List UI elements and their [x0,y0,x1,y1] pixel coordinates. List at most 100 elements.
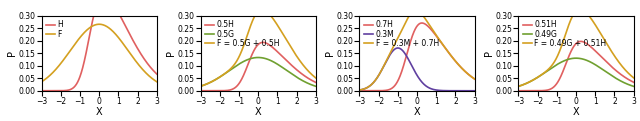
0.7H [471,78,479,80]
0.5G [196,86,204,87]
F = 0.49G + 0.51H [570,13,578,15]
0.49G [570,57,578,59]
0.7H [424,26,432,27]
0.49G [572,57,580,59]
0.49G [577,58,585,59]
F = 0.3M + 0.7H [468,77,476,78]
F = 0.5G + 0.5H [309,75,317,76]
0.5G [259,57,267,59]
X-axis label: X: X [96,107,102,117]
F [92,24,100,25]
0.49G [584,60,591,61]
0.3M [451,90,458,91]
0.51H [577,41,584,42]
0.7H [451,59,458,60]
Legend: 0.7H, 0.3M, F = 0.3M + 0.7H: 0.7H, 0.3M, F = 0.3M + 0.7H [364,20,440,49]
0.51H [570,47,577,48]
0.5H [259,42,267,43]
0.3M [418,82,426,83]
0.5H [252,48,259,49]
F [132,61,140,62]
H [92,5,100,7]
0.7H [418,22,426,24]
0.3M [356,89,364,91]
F = 0.49G + 0.51H [627,75,635,76]
F = 0.3M + 0.7H [424,23,432,24]
0.51H [570,46,578,47]
Line: F = 0.3M + 0.7H: F = 0.3M + 0.7H [360,10,475,90]
F [106,28,114,30]
Y-axis label: P: P [325,50,335,56]
0.5G [291,76,299,77]
X-axis label: X: X [573,107,579,117]
F = 0.5G + 0.5H [252,13,260,15]
F = 0.49G + 0.51H [584,13,591,15]
F = 0.5G + 0.5H [196,86,204,87]
F = 0.3M + 0.7H [412,10,420,11]
F = 0.49G + 0.51H [630,77,637,79]
0.3M [394,47,402,49]
0.5H [266,44,273,46]
0.51H [577,41,585,42]
0.3M [411,70,419,71]
0.7H [356,90,364,91]
F = 0.3M + 0.7H [410,10,418,11]
F = 0.5G + 0.5H [258,9,266,10]
0.3M [468,90,476,91]
0.51H [584,43,591,45]
0.5H [259,42,267,43]
F = 0.49G + 0.51H [570,14,577,16]
F = 0.49G + 0.51H [577,9,585,10]
0.5H [309,80,317,82]
F [153,81,161,83]
Y-axis label: P: P [484,50,494,56]
0.5H [252,46,260,48]
F = 0.3M + 0.7H [356,89,364,91]
0.7H [410,30,418,32]
0.7H [468,77,476,78]
Line: F = 0.5G + 0.5H: F = 0.5G + 0.5H [200,9,316,86]
0.5G [309,85,317,86]
X-axis label: X: X [255,107,262,117]
0.7H [411,29,419,30]
Legend: 0.5H, 0.5G, F = 0.5G + 0.5H: 0.5H, 0.5G, F = 0.5G + 0.5H [204,20,280,49]
F = 0.5G + 0.5H [291,53,299,55]
F = 0.3M + 0.7H [451,59,458,60]
0.5H [312,82,319,83]
H [38,90,45,91]
F = 0.3M + 0.7H [418,14,426,15]
0.3M [471,90,479,91]
0.5G [312,86,319,87]
0.51H [630,81,637,83]
H [93,3,101,4]
Line: 0.3M: 0.3M [360,48,475,91]
Line: 0.5H: 0.5H [200,42,316,91]
Y-axis label: P: P [7,50,17,56]
H [132,45,140,47]
0.5G [252,57,260,58]
F = 0.49G + 0.51H [515,86,522,87]
F = 0.3M + 0.7H [411,10,419,11]
Line: 0.5G: 0.5G [200,57,316,86]
F = 0.49G + 0.51H [609,53,617,54]
Line: H: H [42,0,157,91]
F [100,24,108,26]
Legend: 0.51H, 0.49G, F = 0.49G + 0.51H: 0.51H, 0.49G, F = 0.49G + 0.51H [522,20,607,49]
0.5G [254,57,262,58]
0.3M [412,71,419,73]
F = 0.49G + 0.51H [576,8,584,10]
F = 0.5G + 0.5H [312,77,319,79]
0.49G [627,85,635,86]
Line: F: F [42,24,157,82]
H [153,73,161,75]
Legend: H, F: H, F [45,20,64,39]
Y-axis label: P: P [166,50,176,56]
0.3M [424,87,432,88]
F = 0.5G + 0.5H [266,13,273,15]
Line: 0.49G: 0.49G [518,58,634,86]
0.5G [252,57,259,58]
F [95,23,103,25]
0.49G [515,86,522,87]
F [93,24,101,25]
0.49G [630,86,637,87]
